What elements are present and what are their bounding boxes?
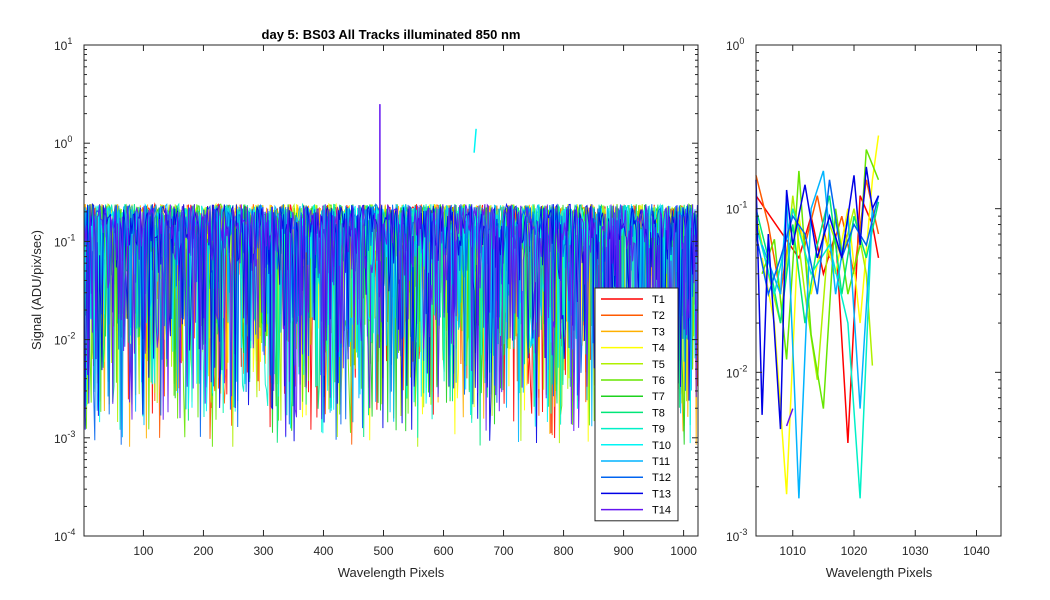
zoom-series-T14 <box>785 408 794 427</box>
0-x-tick-label: 1000 <box>670 544 697 558</box>
legend-entry: T10 <box>652 440 671 452</box>
zoom-axes-box <box>755 44 1002 537</box>
main-series-T14 <box>83 203 698 445</box>
0-y-tick-label: 10-1 <box>54 232 75 249</box>
main-y-axis-label: Signal (ADU/pix/sec) <box>29 230 44 350</box>
0-x-tick-label: 800 <box>554 544 574 558</box>
main-axes-box <box>83 44 699 537</box>
1-x-tick-label: 1040 <box>963 544 990 558</box>
zoom-x-ticks: 1010 1020 1030 1040 <box>779 45 990 558</box>
0-x-tick-label: 500 <box>373 544 393 558</box>
main-axes: 100 200 300 400 500 600 700 800 900 1000 10110010… <box>29 27 699 580</box>
main-x-axis-label: Wavelength Pixels <box>338 565 445 580</box>
0-x-tick-label: 900 <box>614 544 634 558</box>
legend-entry: T13 <box>652 488 671 500</box>
zoom-series-T13 <box>755 166 880 430</box>
legend: T1 T2 T3 T4 T5 T6 T7 T8 T9 T10 T11 T12 T13 T14 <box>594 287 679 522</box>
legend-entry: T1 <box>652 294 665 306</box>
0-x-tick-label: 600 <box>434 544 454 558</box>
1-y-tick-label: 10-1 <box>726 200 747 217</box>
0-x-tick-label: 400 <box>313 544 333 558</box>
0-x-tick-label: 700 <box>494 544 514 558</box>
main-series-T12 <box>83 203 698 445</box>
0-x-tick-label: 200 <box>193 544 213 558</box>
1-y-tick-label: 10-3 <box>726 527 747 544</box>
zoom-plot-area <box>756 45 1001 536</box>
chart-title: day 5: BS03 All Tracks illuminated 850 n… <box>262 27 521 42</box>
main-y-ticks: 101 100 10-1 10-2 10-3 10-4 <box>54 36 698 544</box>
0-y-tick-label: 10-2 <box>54 331 75 348</box>
legend-entry: T14 <box>652 505 671 517</box>
legend-entry: T4 <box>652 343 665 355</box>
1-x-tick-label: 1010 <box>779 544 806 558</box>
legend-entry: T12 <box>652 472 671 484</box>
1-y-tick-label: 100 <box>726 36 744 53</box>
1-x-tick-label: 1020 <box>841 544 868 558</box>
0-y-tick-label: 10-3 <box>54 429 75 446</box>
legend-entry: T8 <box>652 407 665 419</box>
zoom-x-axis-label: Wavelength Pixels <box>826 565 933 580</box>
annotation-T10 <box>473 128 477 153</box>
legend-entry: T2 <box>652 310 665 322</box>
legend-entry: T5 <box>652 359 665 371</box>
legend-entry: T6 <box>652 375 665 387</box>
1-x-tick-label: 1030 <box>902 544 929 558</box>
main-x-ticks: 100 200 300 400 500 600 700 800 900 1000 <box>133 45 697 558</box>
0-x-tick-label: 100 <box>133 544 153 558</box>
legend-entry: T11 <box>652 456 670 468</box>
0-y-tick-label: 101 <box>54 36 72 53</box>
0-x-tick-label: 300 <box>253 544 273 558</box>
0-y-tick-label: 100 <box>54 134 72 151</box>
legend-entry: T9 <box>652 424 665 436</box>
1-y-tick-label: 10-2 <box>726 363 747 380</box>
zoom-series-T12 <box>755 179 880 298</box>
legend-entry: T3 <box>652 326 665 338</box>
zoom-axes: 1010 1020 1030 1040 100 10-1 10-2 10-3 Wavelen… <box>726 36 1002 580</box>
legend-entry: T7 <box>652 391 665 403</box>
0-y-tick-label: 10-4 <box>54 527 75 544</box>
zoom-y-ticks: 100 10-1 10-2 10-3 <box>726 36 1001 544</box>
legend-box <box>594 287 679 522</box>
zoom-traces <box>755 135 880 499</box>
